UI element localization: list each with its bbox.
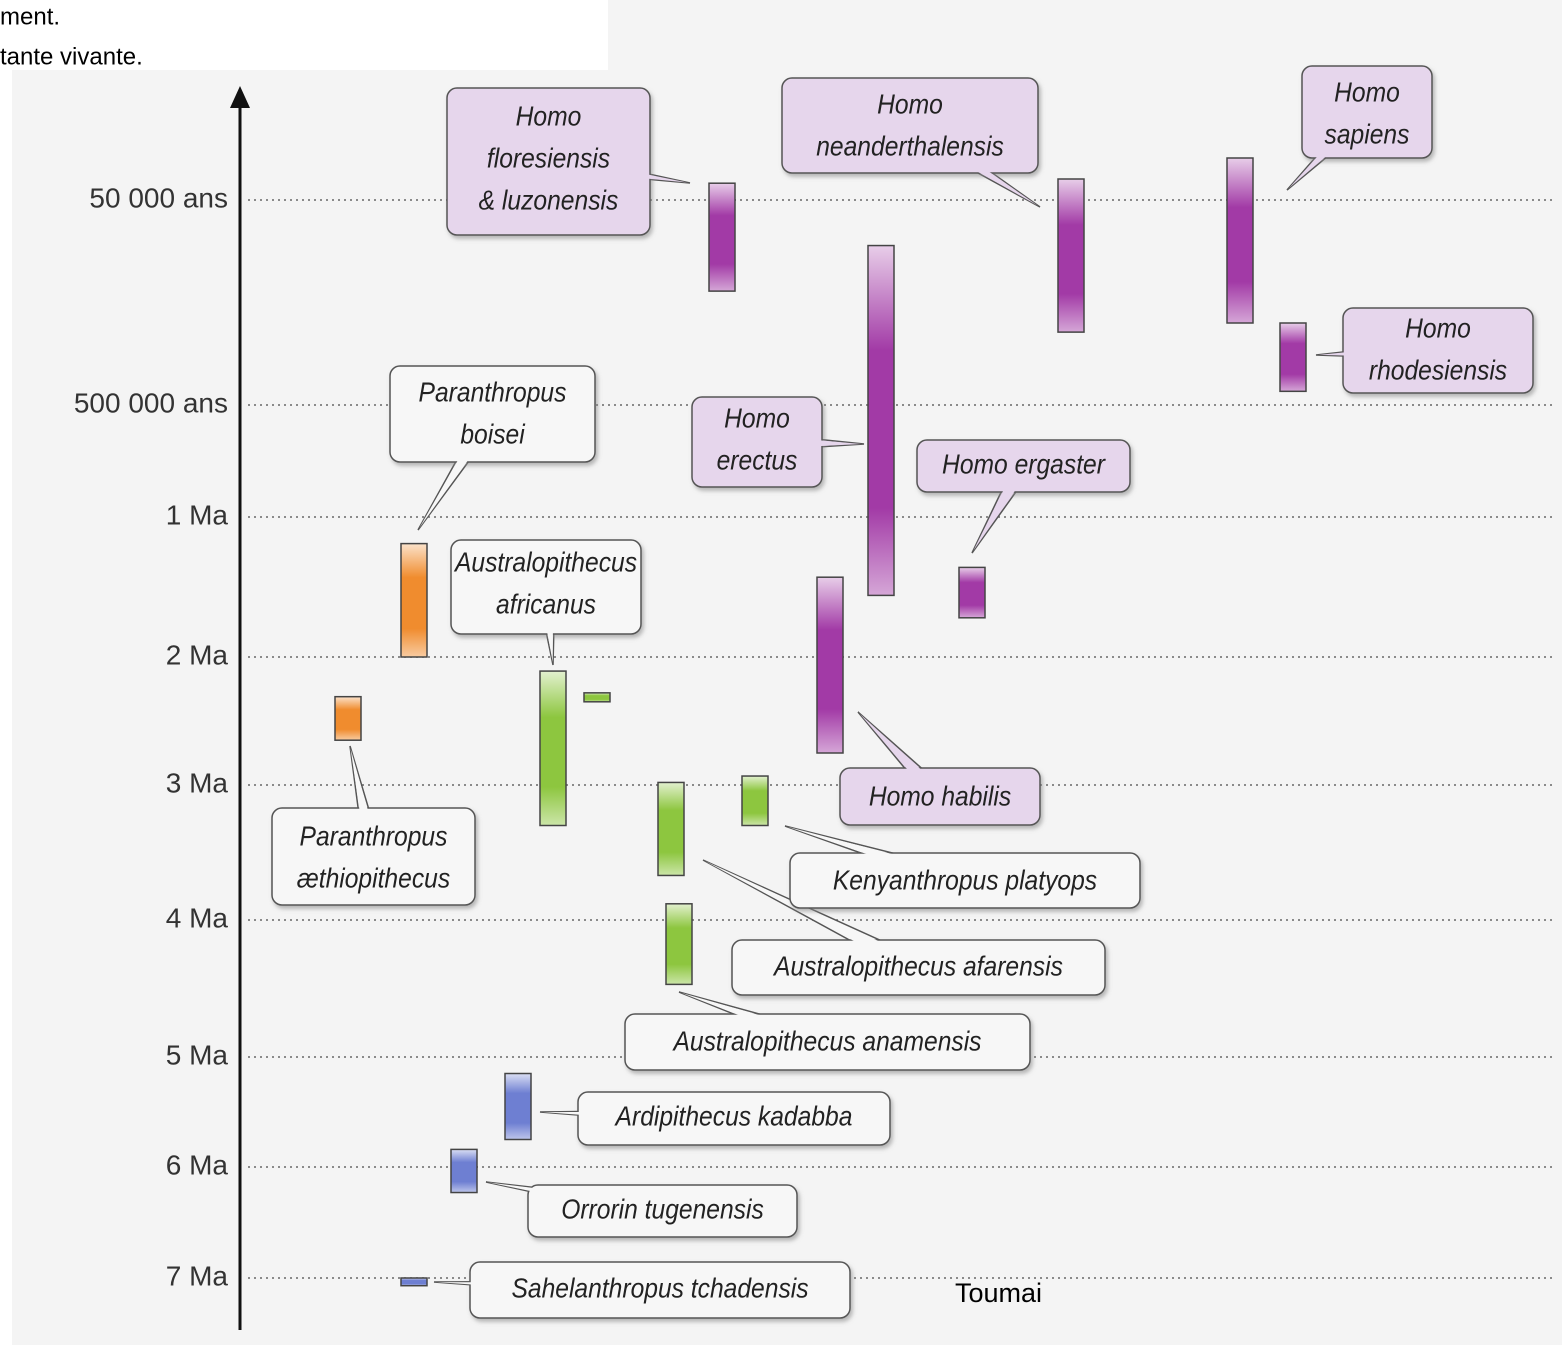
species-label: Kenyanthropus platyops [833, 864, 1097, 896]
species-label: boisei [460, 418, 525, 450]
species-label: Australopithecus afarensis [772, 950, 1063, 982]
y-tick-label: 1 Ma [166, 499, 229, 530]
y-tick-label: 3 Ma [166, 767, 229, 798]
species-label: Homo ergaster [942, 448, 1106, 480]
species-label: Orrorin tugenensis [561, 1193, 764, 1225]
species-label: Homo [724, 402, 790, 434]
species-label: erectus [717, 444, 798, 476]
caption-line: tante vivante. [0, 43, 143, 70]
species-label: Homo [1405, 312, 1471, 344]
bar [335, 697, 361, 741]
bar [658, 782, 684, 875]
species-label: rhodesiensis [1369, 354, 1507, 386]
species-label: Sahelanthropus tchadensis [511, 1272, 808, 1304]
y-tick-label: 50 000 ans [89, 182, 228, 213]
species-label: Australopithecus anamensis [672, 1025, 982, 1057]
bar [401, 1278, 427, 1286]
margin [0, 0, 12, 1345]
bar [584, 693, 610, 702]
bar [451, 1149, 477, 1192]
bar [1280, 323, 1306, 391]
y-tick-label: 2 Ma [166, 639, 229, 670]
y-tick-label: 500 000 ans [74, 387, 228, 418]
bar [666, 904, 692, 985]
bar [1058, 179, 1084, 332]
species-label: æthiopithecus [297, 862, 450, 894]
bar [742, 776, 768, 825]
species-label: Paranthropus [300, 820, 448, 852]
bar [505, 1074, 531, 1140]
caption-line: ment. [0, 3, 60, 30]
species-label: floresiensis [487, 142, 610, 174]
species-label: neanderthalensis [816, 130, 1004, 162]
bar [817, 577, 843, 753]
species-label: Homo habilis [869, 780, 1011, 812]
species-label: & luzonensis [479, 184, 619, 216]
bar [868, 246, 894, 596]
bar [959, 567, 985, 617]
bar [540, 671, 566, 825]
species-label: sapiens [1325, 118, 1410, 150]
annotation: Toumai [955, 1278, 1042, 1308]
bar [401, 544, 427, 657]
species-label: Ardipithecus kadabba [614, 1100, 853, 1132]
bar [709, 183, 735, 291]
species-label: Homo [877, 88, 943, 120]
species-label: Homo [516, 100, 582, 132]
species-label: africanus [496, 588, 596, 620]
bar [1227, 158, 1253, 323]
y-tick-label: 7 Ma [166, 1260, 229, 1291]
chart: ment. tante vivante. Toumai 50 000 ans 50… [0, 0, 1562, 1345]
species-label: Homo [1334, 76, 1400, 108]
species-label: Australopithecus [453, 546, 637, 578]
y-tick-label: 6 Ma [166, 1149, 229, 1180]
y-tick-label: 4 Ma [166, 902, 229, 933]
species-label: Paranthropus [419, 376, 567, 408]
page: ment. tante vivante. Toumai 50 000 ans 50… [0, 0, 1562, 1345]
y-tick-label: 5 Ma [166, 1039, 229, 1070]
